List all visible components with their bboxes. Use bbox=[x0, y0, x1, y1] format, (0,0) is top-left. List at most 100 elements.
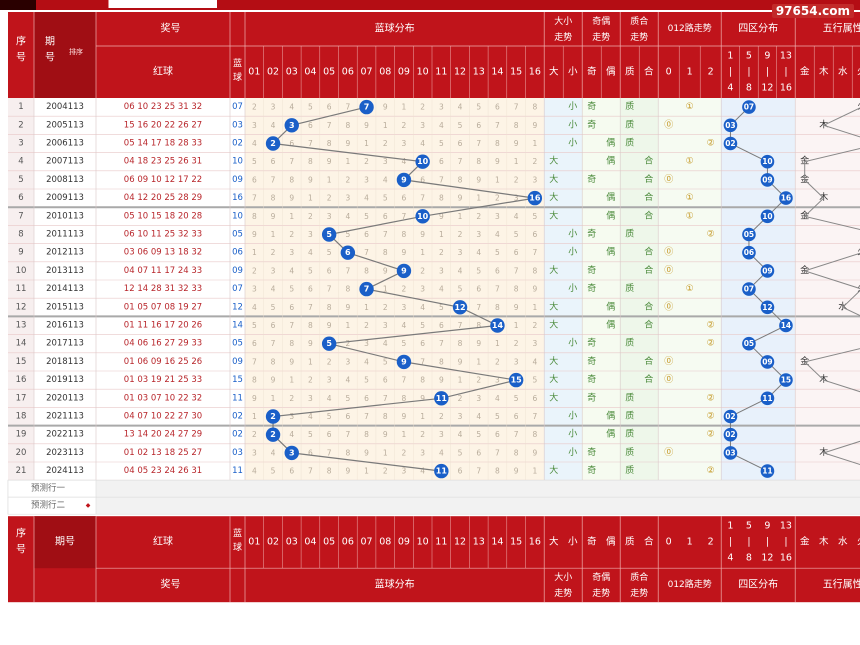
omission-number: 6 bbox=[514, 248, 519, 257]
blue-ball-marker-label: 7 bbox=[364, 103, 370, 112]
header-mod-trend: 012路走势 bbox=[668, 22, 712, 34]
omission-number: 4 bbox=[514, 212, 519, 221]
header-size-trend: 走势 bbox=[554, 31, 572, 43]
omission-number: 9 bbox=[495, 157, 500, 166]
blue-ball-marker bbox=[321, 336, 337, 351]
omission-number: 6 bbox=[252, 339, 257, 348]
omission-number: 9 bbox=[327, 157, 332, 166]
blue-ball-marker-label: 9 bbox=[401, 357, 407, 366]
omission-number: 9 bbox=[476, 339, 481, 348]
omission-number: 3 bbox=[495, 376, 500, 385]
blue-ball-marker-label: 10 bbox=[417, 212, 429, 221]
omission-number: 5 bbox=[532, 376, 537, 385]
omission-number: 9 bbox=[532, 448, 537, 457]
row-issue: 2022113 bbox=[46, 430, 84, 440]
omission-number: 8 bbox=[458, 339, 463, 348]
omission-number: 5 bbox=[402, 339, 407, 348]
omission-number: 8 bbox=[532, 266, 537, 275]
row-size: 大 bbox=[549, 300, 558, 312]
blue-ball-marker-label: 11 bbox=[436, 394, 448, 403]
omission-number: 3 bbox=[327, 212, 332, 221]
header-odd-even-trend: 奇偶 bbox=[592, 15, 610, 27]
row-prime-composite: 质 bbox=[625, 337, 634, 349]
omission-number: 2 bbox=[514, 339, 519, 348]
row-odd-even: 奇 bbox=[587, 173, 596, 185]
footer-blue-number: 05 bbox=[323, 537, 335, 548]
footer-prime-composite-trend: 质合 bbox=[630, 571, 648, 583]
footer-zone-label: 8 bbox=[746, 553, 752, 564]
blue-ball-marker bbox=[359, 281, 374, 297]
header-zone-label: 13 bbox=[780, 51, 792, 62]
omission-number: 6 bbox=[420, 339, 425, 348]
row-red-balls: 06 10 23 25 31 32 bbox=[124, 102, 202, 112]
omission-number: 4 bbox=[252, 139, 257, 148]
footer-size-label: 小 bbox=[568, 537, 578, 548]
row-size: 小 bbox=[568, 101, 577, 112]
row-issue: 2014113 bbox=[46, 284, 84, 294]
element-trend-line bbox=[803, 107, 860, 466]
omission-number: 8 bbox=[458, 175, 463, 184]
omission-number: 1 bbox=[308, 357, 313, 366]
omission-number: 9 bbox=[514, 303, 519, 312]
footer-seq: 序 bbox=[16, 527, 26, 540]
row-blue-ball: 09 bbox=[232, 357, 243, 367]
header-issue: 号 bbox=[45, 52, 55, 64]
omission-number: 9 bbox=[308, 175, 313, 184]
omission-number: 6 bbox=[458, 467, 463, 476]
omission-number: 8 bbox=[364, 266, 369, 275]
omission-number: 4 bbox=[420, 139, 425, 148]
header-blue-ball: 蓝 bbox=[233, 57, 242, 69]
blue-ball-marker-label: 6 bbox=[345, 248, 351, 257]
row-element: 金 bbox=[800, 209, 809, 221]
row-element: 木 bbox=[819, 373, 828, 385]
omission-number: 2 bbox=[420, 103, 425, 112]
omission-number: 6 bbox=[327, 103, 332, 112]
blue-ball-marker-label: 15 bbox=[511, 376, 523, 385]
omission-number: 3 bbox=[458, 412, 463, 421]
omission-number: 9 bbox=[476, 175, 481, 184]
sort-button[interactable]: 排序 bbox=[69, 47, 83, 56]
omission-number: 4 bbox=[308, 248, 313, 257]
omission-number: 7 bbox=[345, 266, 350, 275]
omission-number: 3 bbox=[345, 357, 350, 366]
row-mod: ① bbox=[686, 157, 694, 167]
omission-number: 6 bbox=[345, 412, 350, 421]
row-odd-even: 奇 bbox=[587, 391, 596, 403]
blue-ball-marker bbox=[265, 409, 281, 424]
footer-zone-label: 1 bbox=[727, 521, 733, 532]
omission-number: 5 bbox=[364, 212, 369, 221]
prediction-row[interactable] bbox=[7, 479, 860, 498]
omission-number: 8 bbox=[364, 430, 369, 439]
omission-number: 5 bbox=[308, 266, 313, 275]
omission-number: 5 bbox=[439, 303, 444, 312]
omission-number: 2 bbox=[308, 376, 313, 385]
row-prime-composite: 质 bbox=[625, 391, 634, 403]
top-bar-tab[interactable] bbox=[108, 0, 217, 8]
prediction-row-label: 预测行二 bbox=[31, 500, 66, 511]
omission-number: 4 bbox=[383, 339, 388, 348]
omission-number: 7 bbox=[345, 430, 350, 439]
footer-mod-label: 2 bbox=[708, 537, 714, 548]
omission-number: 3 bbox=[289, 248, 294, 257]
omission-number: 2 bbox=[495, 357, 500, 366]
omission-number: 5 bbox=[458, 121, 463, 130]
blue-ball-marker bbox=[527, 190, 543, 206]
footer-odd-even-label: 奇 bbox=[587, 536, 597, 548]
header-blue-number: 08 bbox=[379, 67, 391, 78]
omission-number: 5 bbox=[308, 430, 313, 439]
omission-number: 9 bbox=[364, 448, 369, 457]
header-zone: 四区分布 bbox=[738, 23, 778, 35]
row-prime-composite: 合 bbox=[644, 191, 653, 203]
row-blue-ball: 16 bbox=[232, 193, 243, 203]
omission-number: 6 bbox=[495, 266, 500, 275]
row-prime-composite: 合 bbox=[644, 373, 653, 385]
omission-number: 9 bbox=[252, 230, 257, 239]
prediction-row[interactable] bbox=[7, 496, 860, 515]
row-red-balls: 01 11 16 17 20 26 bbox=[124, 321, 202, 331]
row-mod: ① bbox=[686, 193, 694, 203]
row-blue-ball: 10 bbox=[232, 211, 243, 221]
prediction-row-label: 预测行一 bbox=[31, 483, 66, 494]
omission-number: 4 bbox=[402, 321, 407, 330]
omission-number: 6 bbox=[402, 194, 407, 203]
omission-number: 2 bbox=[271, 248, 276, 257]
